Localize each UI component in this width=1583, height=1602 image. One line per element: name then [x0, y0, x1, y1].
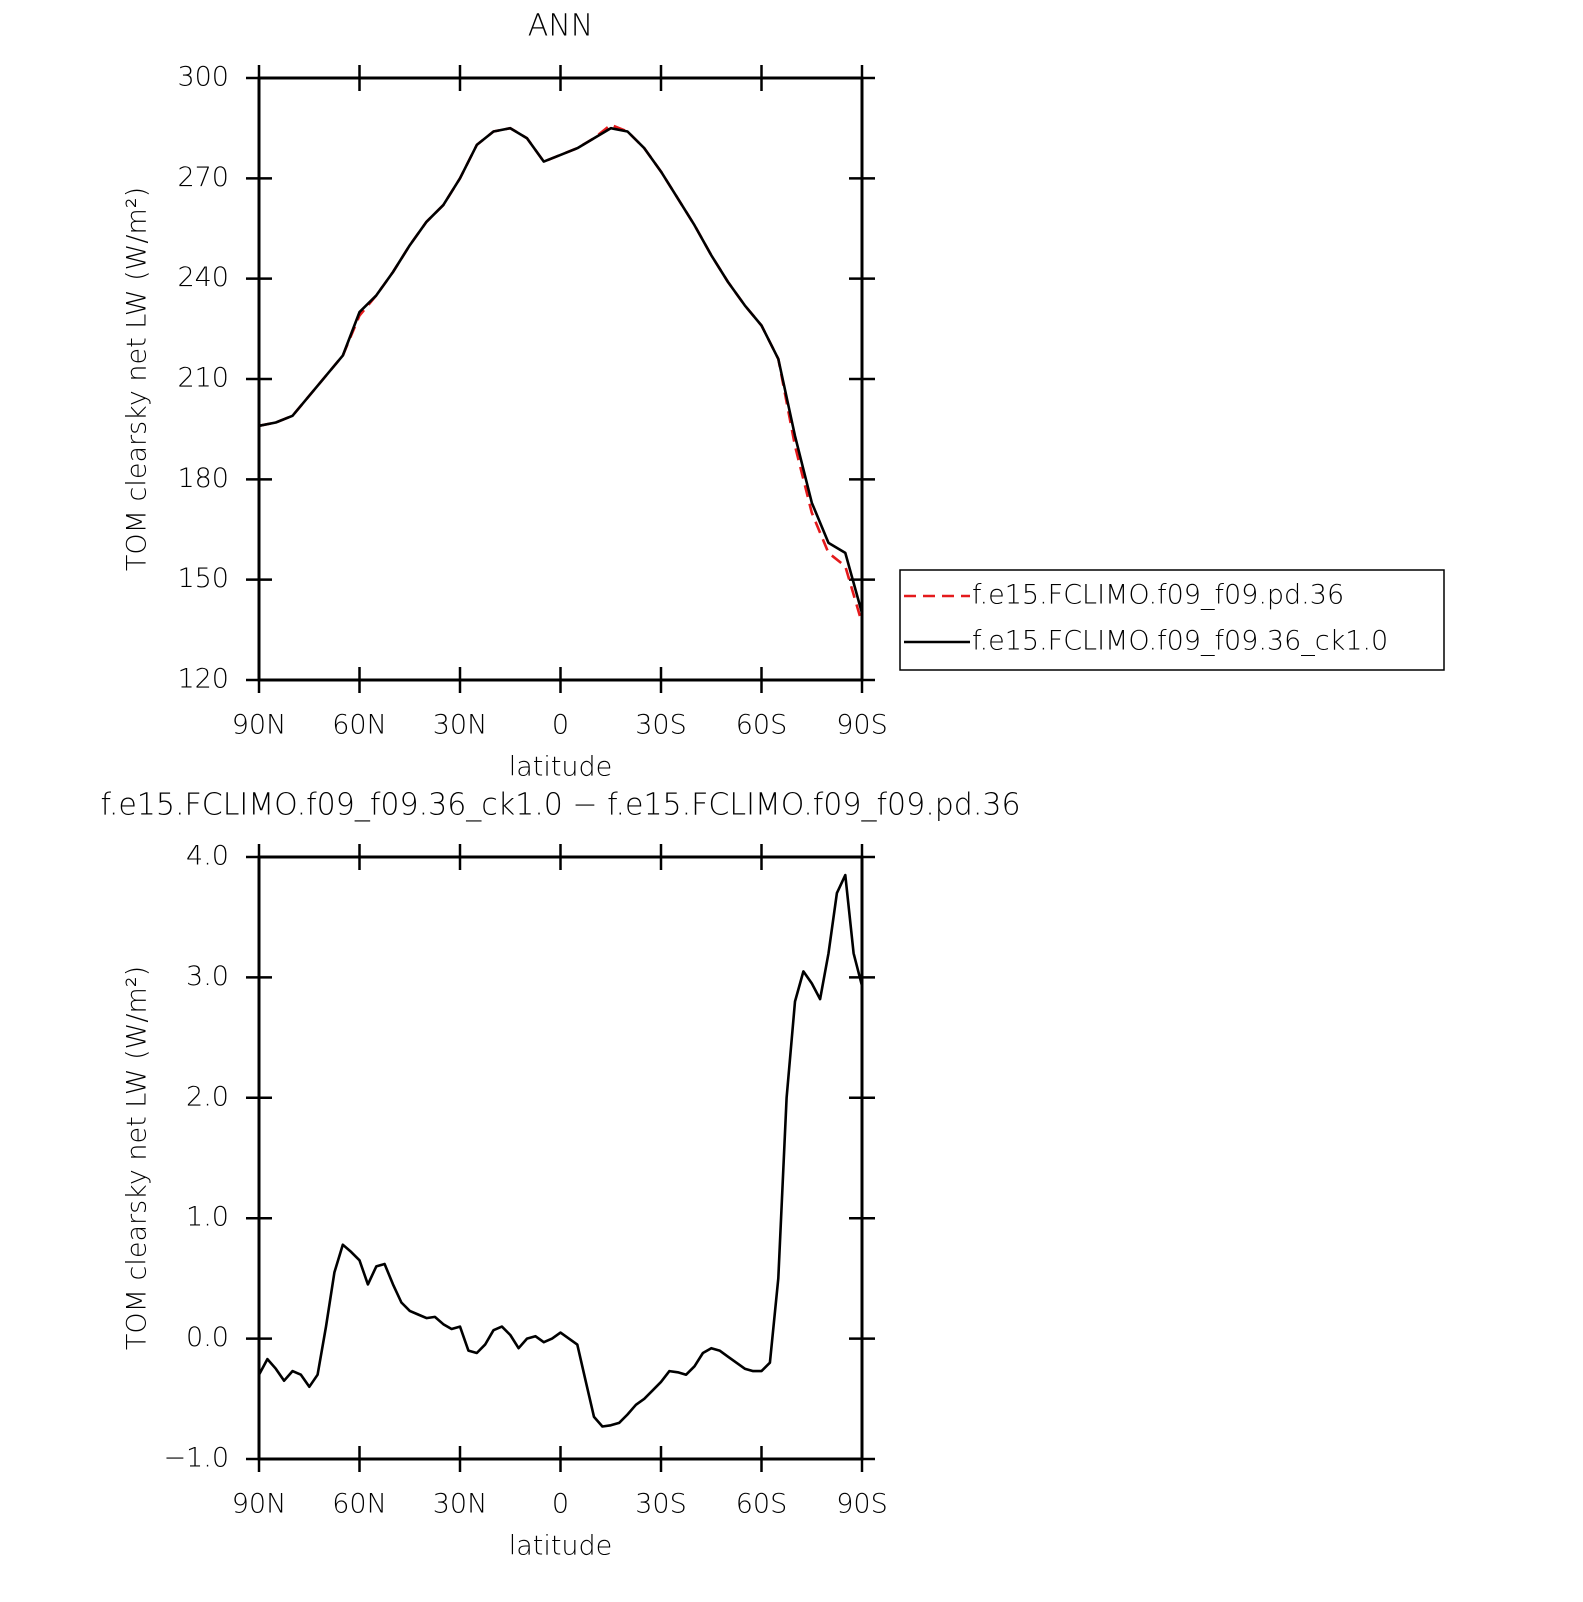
legend-label: f.e15.FCLIMO.f09_f09.pd.36 — [972, 580, 1344, 611]
x-tick-label: 90S — [836, 710, 888, 741]
y-tick-label: −1.0 — [163, 1443, 229, 1474]
data-line — [257, 873, 864, 1428]
plot-frame — [257, 855, 864, 1461]
y-tick-label: 150 — [177, 563, 229, 594]
y-tick-label: 2.0 — [186, 1081, 229, 1112]
y-tick-label: 120 — [177, 664, 229, 695]
y-tick-label: 1.0 — [186, 1202, 229, 1233]
y-tick-label: 4.0 — [186, 841, 229, 872]
x-tick-label: 90S — [836, 1489, 888, 1520]
x-tick-label: 0 — [552, 710, 569, 741]
y-tick-label: 3.0 — [186, 961, 229, 992]
data-line — [258, 123, 864, 624]
y-tick-label: 0.0 — [186, 1322, 229, 1353]
y-tick-label: 210 — [177, 363, 229, 394]
legend-label: f.e15.FCLIMO.f09_f09.36_ck1.0 — [972, 626, 1388, 657]
x-tick-label: 30S — [635, 1489, 687, 1520]
y-tick-label: 240 — [177, 262, 229, 293]
x-tick-label: 60S — [736, 710, 788, 741]
legend-box — [899, 569, 1445, 671]
y-tick-label: 300 — [177, 62, 229, 93]
x-tick-label: 30S — [635, 710, 687, 741]
y-tick-label: 270 — [177, 162, 229, 193]
chart-title: f.e15.FCLIMO.f09_f09.36_ck1.0 − f.e15.FC… — [100, 788, 1020, 823]
x-tick-label: 30N — [433, 1489, 488, 1520]
y-axis-label: TOM clearsky net LW (W/m²) — [122, 187, 153, 571]
x-tick-label: 0 — [552, 1489, 569, 1520]
y-tick-label: 180 — [177, 463, 229, 494]
chart-title: ANN — [528, 9, 593, 44]
x-tick-label: 90N — [232, 710, 287, 741]
x-axis-label: latitude — [509, 1531, 613, 1562]
x-tick-label: 60S — [736, 1489, 788, 1520]
data-line — [258, 126, 864, 614]
x-tick-label: 60N — [332, 1489, 387, 1520]
x-axis-label: latitude — [509, 752, 613, 783]
x-tick-label: 30N — [433, 710, 488, 741]
x-tick-label: 90N — [232, 1489, 287, 1520]
y-axis-label: TOM clearsky net LW (W/m²) — [122, 966, 153, 1350]
plot-frame — [257, 76, 864, 682]
x-tick-label: 60N — [332, 710, 387, 741]
